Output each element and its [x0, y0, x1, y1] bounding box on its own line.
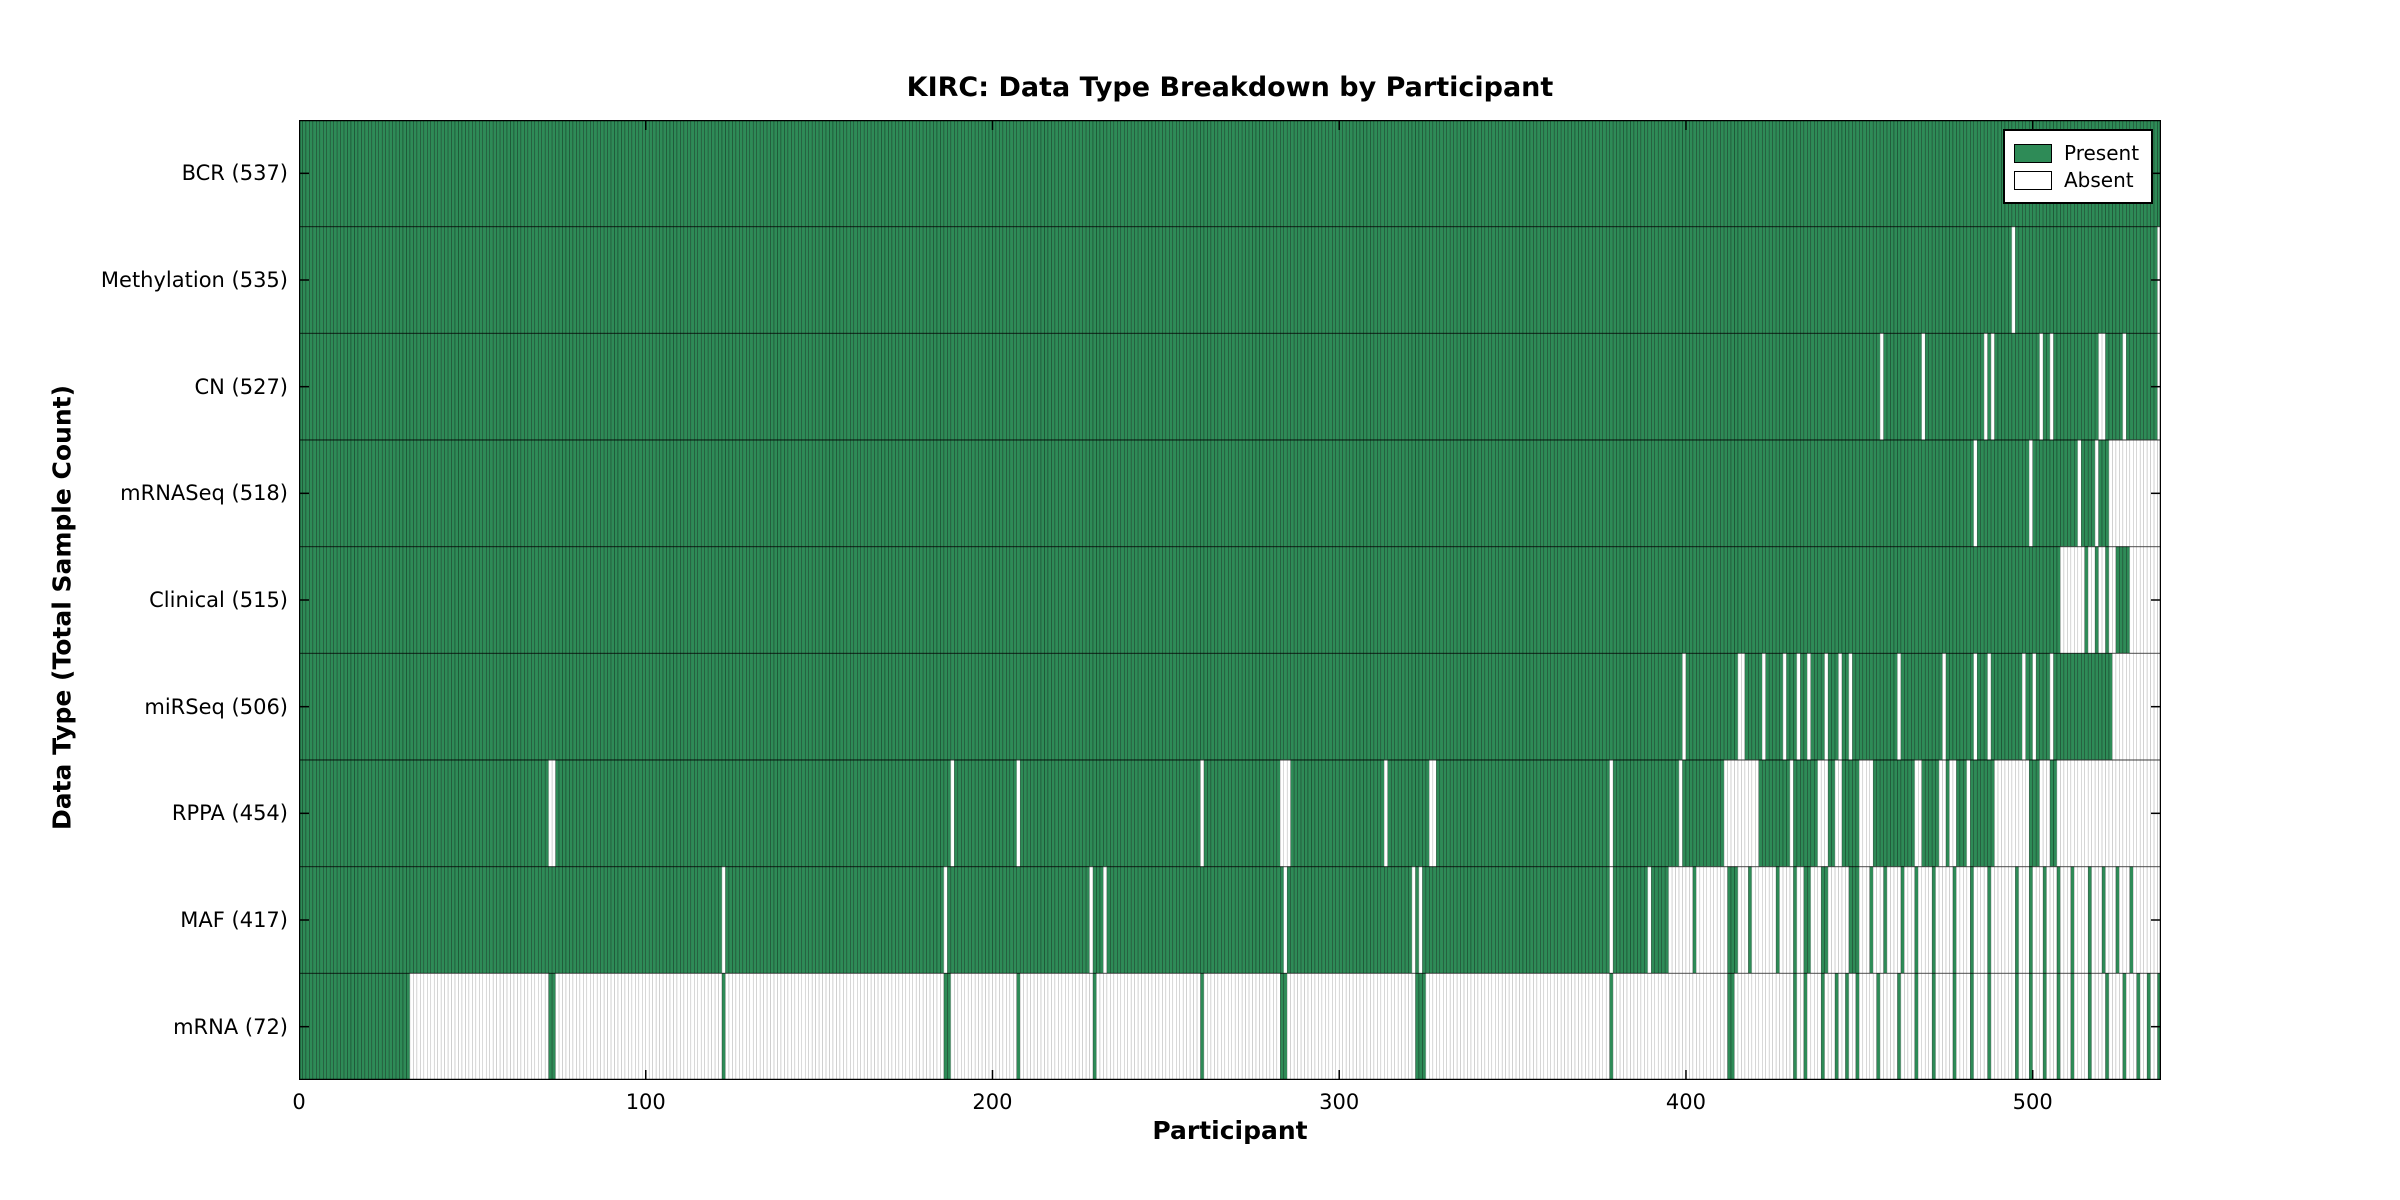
absent-swatch	[2014, 170, 2052, 190]
x-tick-label-500: 500	[2012, 1090, 2053, 1114]
y-axis-title: Data Type (Total Sample Count)	[47, 384, 77, 831]
legend-label-absent: Absent	[2064, 168, 2134, 192]
y-tick-label-cn: CN (527)	[194, 374, 288, 399]
x-tick-label-100: 100	[625, 1090, 666, 1114]
x-tick-label-300: 300	[1319, 1090, 1360, 1114]
y-tick-label-bcr: BCR (537)	[181, 161, 288, 186]
y-tick-label-mrnaseq: mRNASeq (518)	[120, 481, 288, 506]
legend-item-absent: Absent	[2014, 168, 2142, 192]
x-tick-label-0: 0	[292, 1090, 306, 1114]
legend-item-present: Present	[2014, 141, 2142, 165]
x-axis-title: Participant	[1152, 1116, 1308, 1145]
y-tick-label-mirseq: miRSeq (506)	[144, 694, 288, 719]
y-tick-label-clinical: Clinical (515)	[149, 588, 288, 612]
y-tick-label-methylation: Methylation (535)	[100, 268, 288, 292]
x-tick-label-400: 400	[1665, 1090, 1706, 1114]
legend-label-present: Present	[2064, 141, 2140, 165]
legend-box: Present Absent	[2003, 129, 2153, 204]
y-tick-label-maf: MAF (417)	[180, 908, 288, 932]
y-tick-label-rppa: RPPA (454)	[171, 801, 288, 826]
y-tick-label-mrna: mRNA (72)	[173, 1014, 288, 1039]
chart-title: KIRC: Data Type Breakdown by Participant	[906, 72, 1554, 103]
presence-heatmap	[299, 120, 2161, 1080]
x-tick-label-200: 200	[972, 1090, 1013, 1114]
present-swatch	[2014, 143, 2052, 163]
